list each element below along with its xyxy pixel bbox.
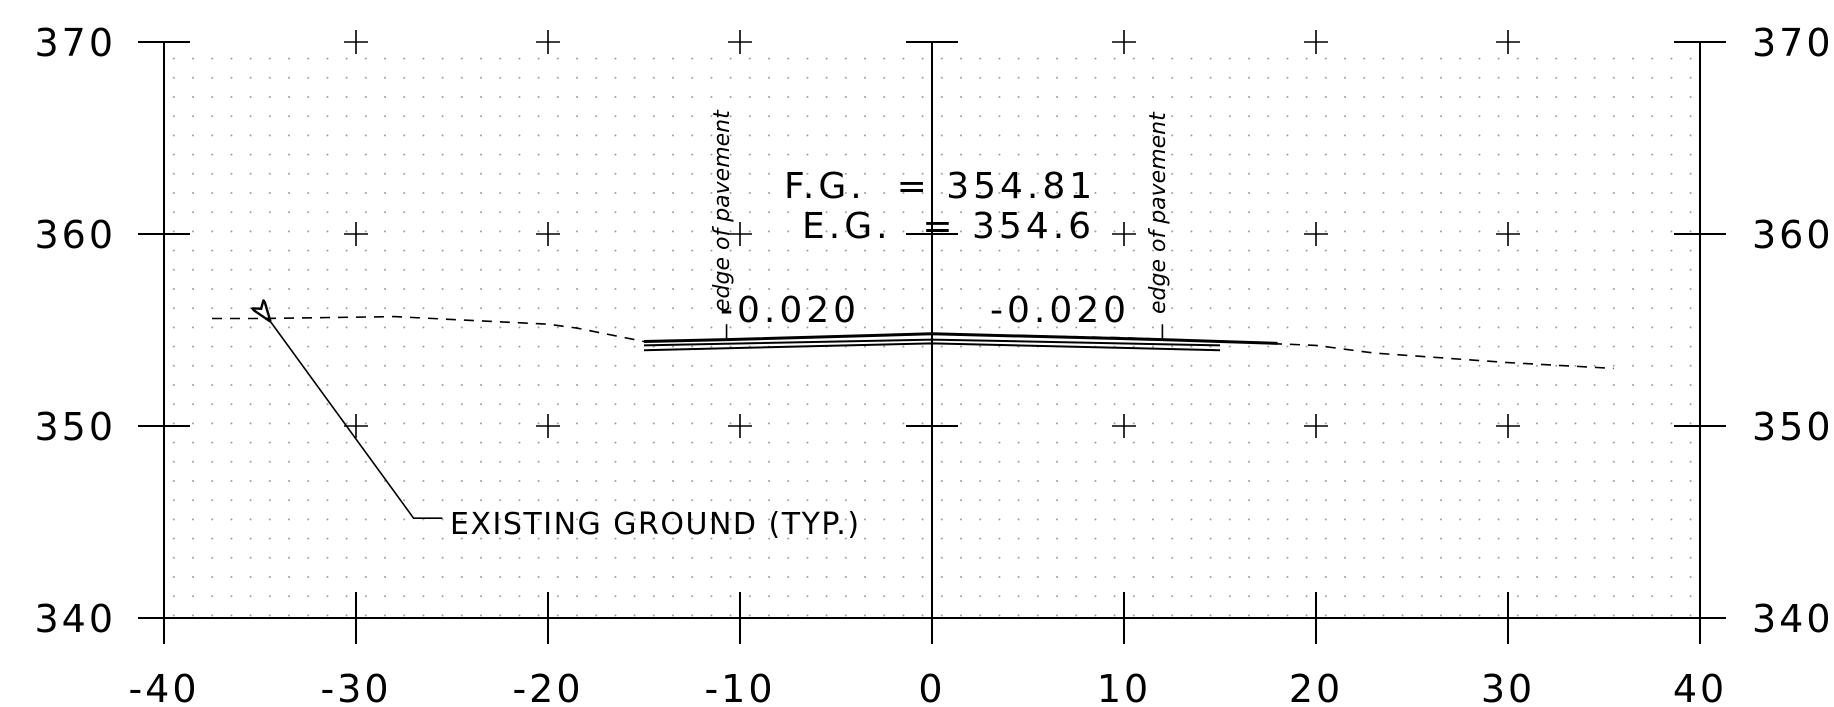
- grid-cross-20-360: [1304, 222, 1328, 246]
- grid-cross-10-350: [1112, 414, 1136, 438]
- existing-grade-label: E.G. = 354.6: [802, 206, 1095, 247]
- grid-cross-10-360: [1112, 222, 1136, 246]
- y-tick-label-right-350: 350: [1752, 405, 1834, 449]
- y-tick-label-right-370: 370: [1752, 21, 1834, 65]
- y-tick-label-right-340: 340: [1752, 597, 1834, 641]
- y-tick-label-left-360: 360: [34, 213, 116, 257]
- grid-cross-20-350: [1304, 414, 1328, 438]
- grid-cross-30-370: [1496, 30, 1520, 54]
- x-tick-label-20: 20: [1289, 667, 1343, 707]
- grid-cross-20-370: [1304, 30, 1328, 54]
- x-axis-tick-labels: -40 -30 -20 -10 0 10 20 30 40: [128, 667, 1727, 707]
- existing-ground-callout-label: EXISTING GROUND (TYP.): [450, 507, 861, 542]
- profiles: [212, 317, 1614, 520]
- finished-grade-label: F.G. = 354.81: [784, 166, 1096, 207]
- existing-ground-callout-leader: [270, 320, 443, 520]
- grid-cross-30-360: [1496, 222, 1520, 246]
- x-tick-label-10: 10: [1097, 667, 1151, 707]
- edge-of-pavement-left-label: edge of pavement: [710, 109, 735, 312]
- grid-cross--20-350: [536, 414, 560, 438]
- y-tick-label-left-350: 350: [34, 405, 116, 449]
- subgrade-top-line: [643, 338, 1221, 347]
- grid-cross--20-370: [536, 30, 560, 54]
- subgrade-bottom-line: [643, 342, 1221, 352]
- grid-cross-marks: [344, 30, 1520, 438]
- y-axis-tick-labels: 340 340 350 350 360 360 370 370: [34, 21, 1834, 641]
- x-tick-label--30: -30: [320, 667, 391, 707]
- edge-of-pavement-right-label: edge of pavement: [1146, 111, 1171, 314]
- grid-cross--10-360: [728, 222, 752, 246]
- grid-cross--10-370: [728, 30, 752, 54]
- grid-cross--30-360: [344, 222, 368, 246]
- slope-right-label: -0.020: [990, 290, 1130, 331]
- grid-cross-10-370: [1112, 30, 1136, 54]
- y-tick-label-right-360: 360: [1752, 213, 1834, 257]
- finished-surface-line: [643, 332, 1278, 345]
- x-tick-label--40: -40: [128, 667, 199, 707]
- slope-left-label: -0.020: [720, 290, 860, 331]
- x-tick-label-30: 30: [1481, 667, 1535, 707]
- grid-cross--10-350: [728, 414, 752, 438]
- grid-cross-30-350: [1496, 414, 1520, 438]
- x-tick-label-0: 0: [918, 667, 945, 707]
- grid-cross--30-370: [344, 30, 368, 54]
- grid-cross--20-360: [536, 222, 560, 246]
- x-tick-label--10: -10: [704, 667, 775, 707]
- y-tick-label-left-340: 340: [34, 597, 116, 641]
- x-tick-label--20: -20: [512, 667, 583, 707]
- grid-cross--30-350: [344, 414, 368, 438]
- x-tick-label-40: 40: [1673, 667, 1727, 707]
- y-tick-label-left-370: 370: [34, 21, 116, 65]
